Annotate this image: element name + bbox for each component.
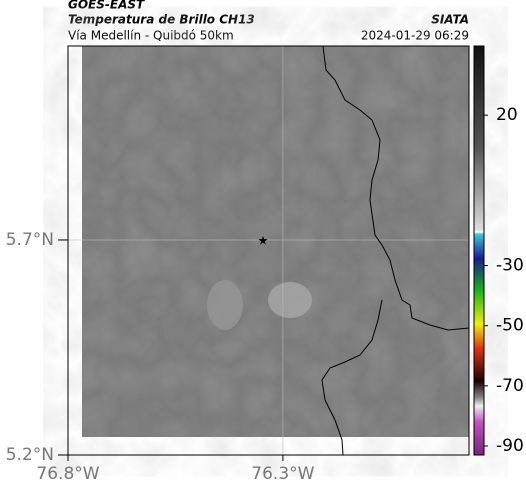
route: Vía Medellín - Quibdó 50km [68, 29, 234, 43]
lon-tick-label: 76.8°W [36, 464, 99, 484]
cloud-texture [82, 46, 469, 437]
colorbar [473, 45, 485, 456]
location-star: ★ [258, 234, 269, 248]
border-line [321, 45, 470, 456]
colorbar-tick-label: -50 [496, 316, 524, 336]
colorbar-tick-label: -30 [496, 256, 524, 276]
colorbar-tick-label: -90 [496, 436, 524, 456]
lat-tick-label: 5.2°N [6, 445, 54, 465]
lon-tick-label: 76.3°W [251, 464, 314, 484]
source: SIATA [431, 13, 469, 27]
title: GOES-EAST [68, 0, 145, 12]
subtitle: Temperatura de Brillo CH13 [68, 13, 255, 27]
map-frame [67, 45, 470, 456]
lat-tick-label: 5.7°N [6, 230, 54, 250]
cloud [207, 280, 243, 330]
colorbar-tick-label: -70 [496, 376, 524, 396]
datetime: 2024-01-29 06:29 [361, 29, 469, 43]
cloud [268, 282, 312, 318]
colorbar-tick-label: 20 [496, 105, 518, 125]
